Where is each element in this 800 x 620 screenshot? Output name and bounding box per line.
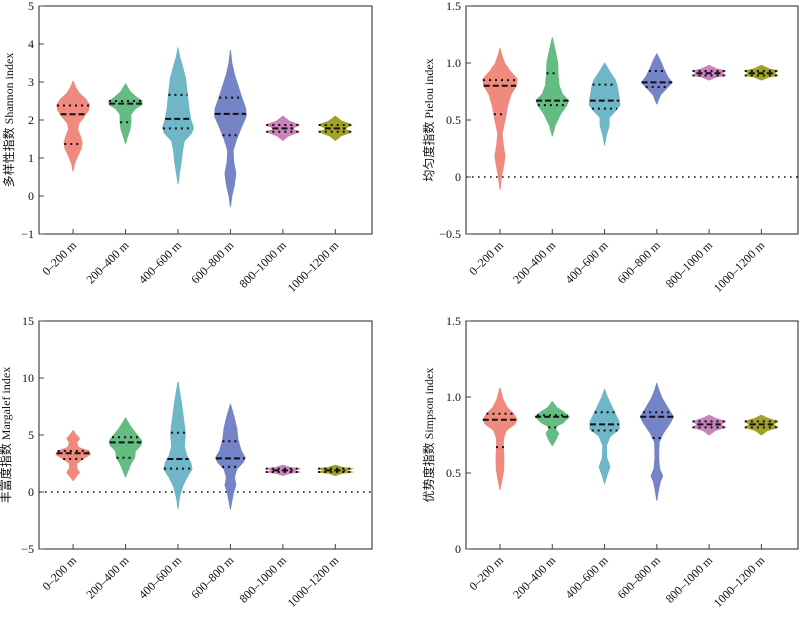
x-tick-label: 200–400 m	[83, 238, 132, 287]
y-tick-label: 3	[28, 75, 34, 89]
y-tick-label: 0	[28, 189, 34, 203]
violin-shannon-3	[214, 50, 247, 208]
y-tick-label: 4	[28, 37, 34, 51]
plot-frame	[465, 5, 799, 235]
violin-simpson-3	[639, 382, 674, 501]
x-tick-label: 200–400 m	[510, 553, 559, 602]
violin-body	[589, 388, 620, 485]
y-tick-label: 0	[455, 542, 461, 556]
y-tick-label: 15	[22, 314, 34, 328]
x-tick-label: 200–400 m	[83, 553, 132, 602]
violin-body	[162, 47, 194, 185]
y-axis-title: 丰富度指数 Margalef index	[0, 367, 13, 503]
x-tick-label: 800–1000 m	[663, 238, 716, 291]
x-tick-label: 0–200 m	[39, 238, 79, 278]
violin-body	[108, 83, 143, 145]
violin-body	[215, 403, 246, 510]
violin-margalef-0	[55, 429, 91, 482]
y-axis-title: 多样性指数 Shannon index	[1, 53, 16, 188]
y-tick-label: 0	[455, 170, 461, 184]
violin-simpson-5	[744, 414, 779, 436]
violin-shannon-4	[265, 115, 300, 141]
violin-body	[214, 50, 247, 208]
x-tick-label: 600–800 m	[615, 238, 664, 287]
violin-simpson-0	[482, 387, 518, 491]
y-tick-label: 1.0	[446, 56, 461, 70]
y-tick-label: 1	[28, 151, 34, 165]
violin-shannon-0	[56, 80, 90, 172]
violin-margalef-2	[163, 381, 193, 509]
violin-pielou-4	[692, 64, 727, 81]
y-tick-label: −5	[21, 542, 34, 556]
violin-body	[482, 47, 518, 190]
y-tick-label: 5	[28, 0, 34, 13]
plot-frame	[38, 320, 373, 550]
x-tick-label: 0–200 m	[466, 553, 506, 593]
x-tick-label: 1000–1200 m	[285, 238, 342, 295]
x-tick-label: 800–1000 m	[236, 238, 289, 291]
x-tick-label: 0–200 m	[466, 238, 506, 278]
panel-margalef: −5 0 5 10 15 0–200 m 200–400 m 400–600 m 600–800…	[0, 314, 373, 610]
violin-margalef-3	[215, 403, 246, 510]
panel-simpson: 0 0.5 1.0 1.5 0–200 m 200–400 m 400–600 m 600–8…	[421, 314, 799, 610]
violin-body	[588, 62, 621, 146]
y-tick-label: 0.5	[446, 466, 461, 480]
x-tick-label: 200–400 m	[510, 238, 559, 287]
plot-frame	[465, 320, 799, 550]
violin-shannon-5	[318, 115, 353, 141]
violin-simpson-2	[589, 388, 620, 485]
violin-simpson-1	[534, 401, 570, 447]
y-tick-label: 1.0	[446, 390, 461, 404]
x-tick-label: 0–200 m	[39, 553, 79, 593]
x-tick-label: 800–1000 m	[236, 553, 289, 606]
violin-body	[641, 53, 673, 105]
violin-pielou-3	[641, 53, 673, 105]
violin-body	[534, 401, 570, 447]
plot-frame	[38, 5, 373, 235]
violin-pielou-1	[535, 37, 569, 137]
y-tick-label: 1.5	[446, 314, 461, 328]
x-tick-label: 1000–1200 m	[285, 553, 342, 610]
panel-shannon: −1 0 1 2 3 4 5 0–200 m 200–400 m 400–600 m 600–800…	[1, 0, 373, 295]
violin-pielou-5	[744, 64, 779, 81]
y-tick-label: 5	[28, 428, 34, 442]
violin-margalef-4	[265, 464, 301, 476]
violin-body	[56, 80, 90, 172]
y-tick-label: −1	[21, 227, 34, 241]
violin-body	[535, 37, 569, 137]
x-tick-label: 400–600 m	[562, 238, 611, 287]
x-tick-label: 600–800 m	[615, 553, 664, 602]
y-tick-label: −0.5	[439, 227, 461, 241]
x-tick-label: 400–600 m	[136, 553, 185, 602]
y-axis-title: 均匀度指数 Pielou index	[421, 58, 436, 181]
x-tick-label: 400–600 m	[562, 553, 611, 602]
violin-body	[108, 417, 143, 478]
y-tick-label: 0	[28, 485, 34, 499]
y-tick-label: 1.5	[446, 0, 461, 13]
violin-body	[482, 387, 518, 491]
violin-simpson-4	[692, 414, 727, 436]
violin-margalef-5	[317, 464, 353, 476]
violin-body	[55, 429, 91, 482]
x-tick-label: 800–1000 m	[663, 553, 716, 606]
violin-shannon-2	[162, 47, 194, 185]
y-tick-label: 2	[28, 113, 34, 127]
y-tick-label: 10	[22, 371, 34, 385]
x-tick-label: 1000–1200 m	[711, 238, 768, 295]
violin-body	[163, 381, 193, 509]
y-axis-title: 优势度指数 Simpson index	[421, 368, 436, 503]
violin-pielou-2	[588, 62, 621, 146]
x-tick-label: 600–800 m	[188, 238, 237, 287]
violin-pielou-0	[482, 47, 518, 190]
x-tick-label: 1000–1200 m	[711, 553, 768, 610]
y-tick-label: 0.5	[446, 113, 461, 127]
x-tick-label: 400–600 m	[136, 238, 185, 287]
violin-body	[639, 382, 674, 501]
x-tick-label: 600–800 m	[188, 553, 237, 602]
violin-margalef-1	[108, 417, 143, 478]
violin-shannon-1	[108, 83, 143, 145]
